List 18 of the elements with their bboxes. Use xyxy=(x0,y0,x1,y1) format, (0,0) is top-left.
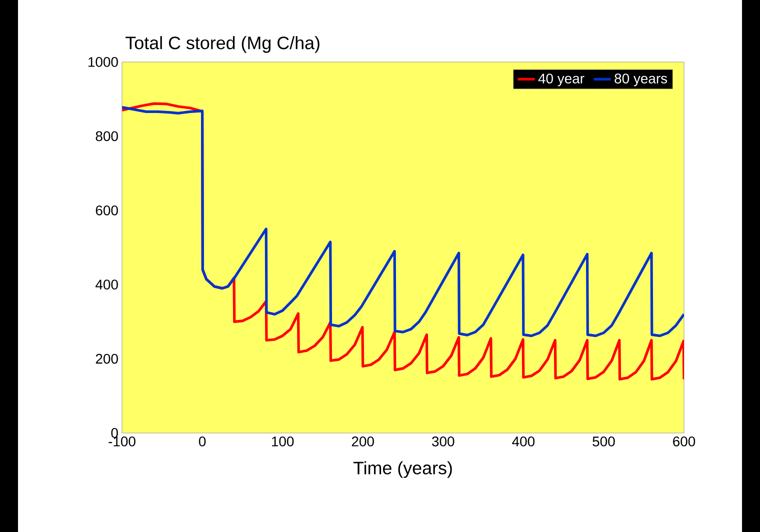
legend-label: 80 years xyxy=(614,74,668,86)
x-tick-label: -100 xyxy=(108,436,136,446)
legend-label: 40 year xyxy=(538,74,584,86)
y-tick-label: 600 xyxy=(96,205,118,216)
x-tick-label: 200 xyxy=(352,436,374,446)
y-tick-label: 800 xyxy=(96,131,118,142)
chart-title: Total C stored (Mg C/ha) xyxy=(126,36,320,53)
y-tick-label: 0 xyxy=(111,428,118,438)
y-tick-label: 400 xyxy=(96,280,118,290)
x-tick-label: 300 xyxy=(432,436,454,446)
x-axis-title: Time (years) xyxy=(353,461,452,478)
x-tick-label: 100 xyxy=(272,436,294,446)
y-tick-label: 1000 xyxy=(88,57,118,67)
x-tick-label: 400 xyxy=(512,436,535,446)
x-tick-label: 500 xyxy=(592,436,615,446)
x-tick-label: 600 xyxy=(673,436,696,446)
y-tick-label: 200 xyxy=(96,354,118,364)
x-tick-label: 0 xyxy=(198,436,206,446)
